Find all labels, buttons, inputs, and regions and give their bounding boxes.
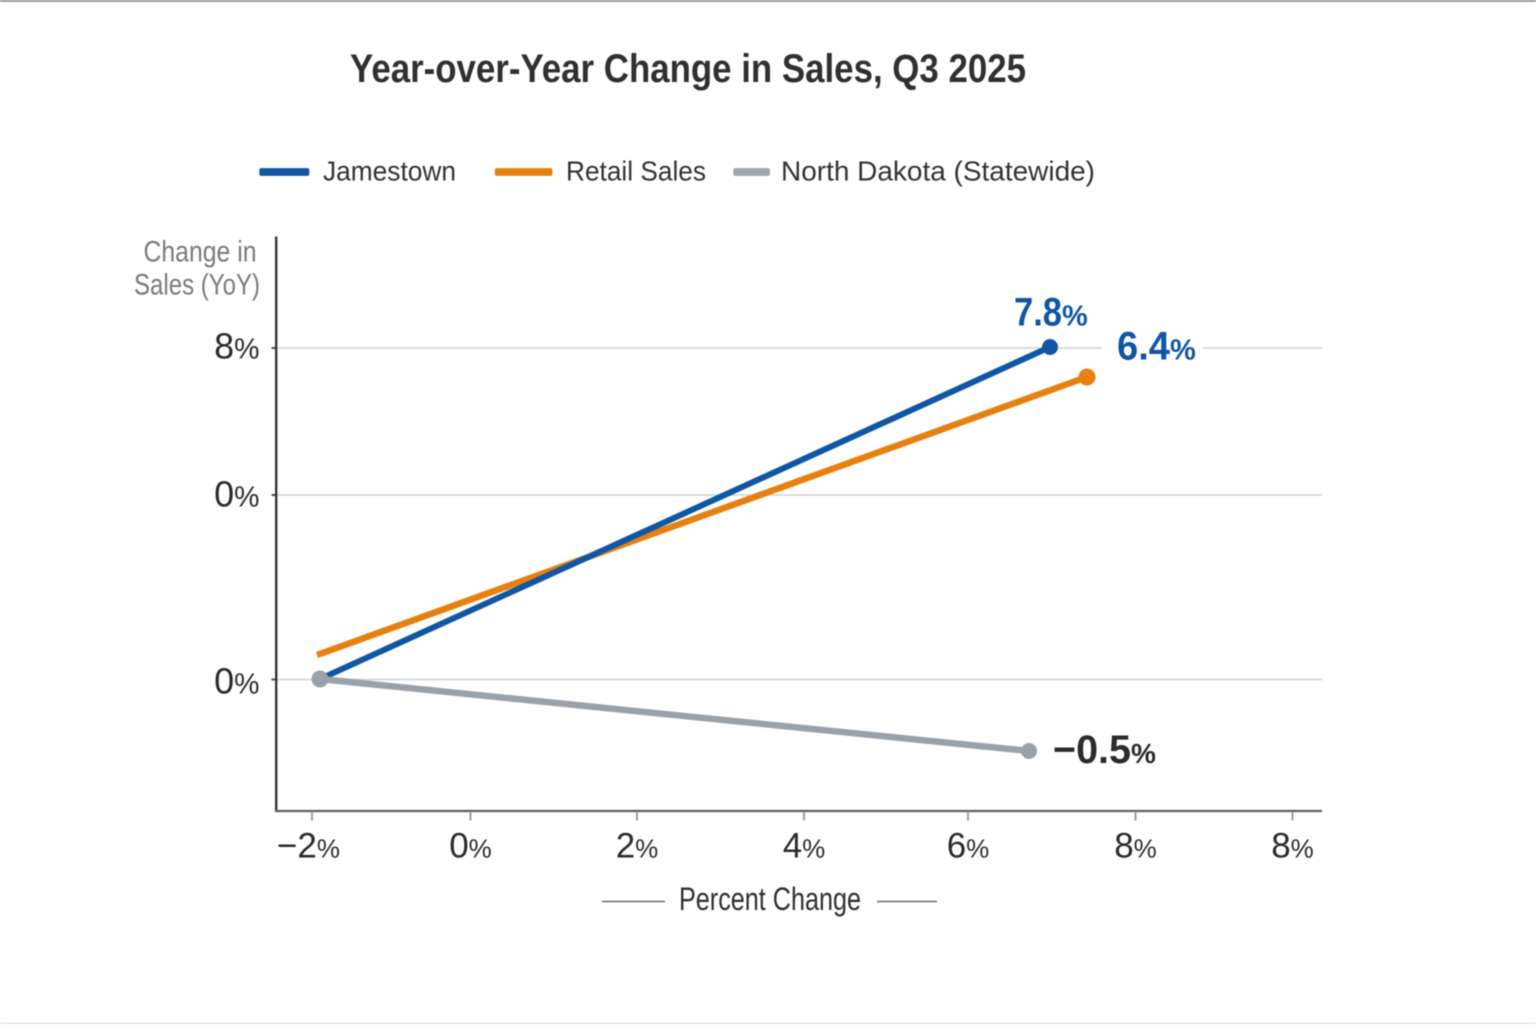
svg-text:8%: 8% — [1271, 827, 1314, 866]
svg-text:0%: 0% — [214, 473, 259, 514]
svg-text:7.8%: 7.8% — [1014, 291, 1088, 335]
svg-text:2%: 2% — [616, 827, 659, 866]
svg-text:−0.5%: −0.5% — [1053, 728, 1156, 772]
svg-text:0%: 0% — [449, 827, 492, 866]
svg-text:8%: 8% — [214, 326, 259, 367]
svg-text:−2%: −2% — [277, 827, 340, 866]
svg-text:8%: 8% — [1114, 827, 1157, 866]
svg-text:Change in: Change in — [144, 236, 257, 269]
svg-text:4%: 4% — [783, 827, 826, 866]
svg-text:Year-over-Year Change in Sales: Year-over-Year Change in Sales, Q3 2025 — [350, 47, 1026, 91]
svg-text:Percent Change: Percent Change — [679, 881, 861, 917]
svg-text:North Dakota (Statewide): North Dakota (Statewide) — [781, 156, 1095, 187]
svg-text:Retail Sales: Retail Sales — [566, 156, 706, 187]
svg-text:6%: 6% — [947, 827, 990, 866]
svg-text:6.4%: 6.4% — [1117, 325, 1196, 369]
svg-text:Sales (YoY): Sales (YoY) — [134, 269, 260, 302]
svg-text:Jamestown: Jamestown — [323, 156, 456, 187]
svg-text:0%: 0% — [214, 661, 259, 702]
